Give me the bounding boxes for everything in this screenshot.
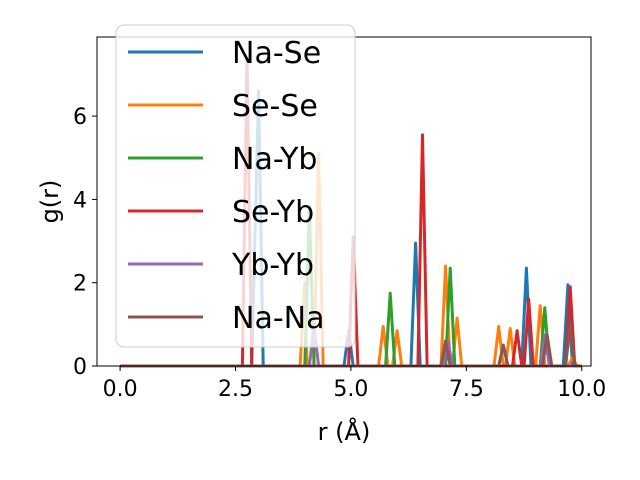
- legend-box: [115, 24, 356, 348]
- legend-label: Na-Se: [232, 36, 321, 71]
- x-tick-label: 2.5: [218, 377, 253, 402]
- y-tick-label: 2: [73, 272, 87, 297]
- legend-label: Se-Yb: [232, 195, 314, 230]
- x-tick-label: 5.0: [333, 377, 368, 402]
- y-tick-label: 0: [73, 355, 87, 380]
- x-tick-label: 10.0: [557, 377, 606, 402]
- y-axis-label: g(r): [36, 180, 64, 224]
- legend-label: Na-Na: [232, 301, 324, 336]
- legend: Na-Se Se-Se Na-Yb Se-Yb Yb-Yb Na-Na: [115, 24, 356, 348]
- y-tick-label: 4: [73, 188, 87, 213]
- legend-label: Se-Se: [232, 89, 318, 124]
- x-tick-label: 0.0: [103, 377, 138, 402]
- y-axis: 0 2 4 6: [73, 105, 97, 380]
- x-axis-label: r (Å): [318, 417, 371, 446]
- y-tick-label: 6: [73, 105, 87, 130]
- legend-label: Yb-Yb: [231, 248, 314, 283]
- x-tick-label: 7.5: [449, 377, 484, 402]
- legend-label: Na-Yb: [232, 142, 317, 177]
- x-axis: 0.0 2.5 5.0 7.5 10.0: [103, 366, 606, 402]
